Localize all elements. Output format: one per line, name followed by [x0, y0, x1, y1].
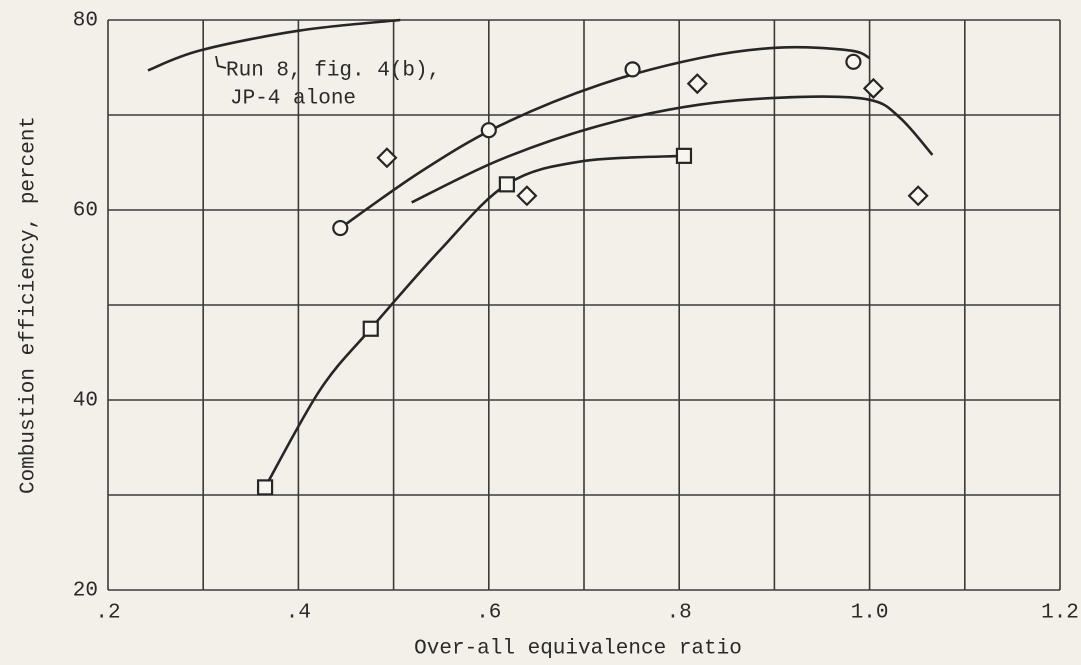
- circle-point: [624, 61, 641, 78]
- annotation: JP-4 alone: [230, 88, 356, 111]
- annotation: Run 8, fig. 4(b),: [226, 60, 440, 83]
- y-axis-label: Combustion efficiency, percent: [18, 116, 41, 494]
- x-tick-label: .2: [95, 602, 120, 625]
- x-tick-label: .6: [476, 602, 501, 625]
- square-point: [256, 479, 274, 496]
- y-tick-label: 40: [73, 390, 98, 413]
- x-tick-label: 1.0: [851, 602, 889, 625]
- square-point: [362, 320, 379, 337]
- y-tick-label: 80: [73, 10, 98, 33]
- diamond-point: [376, 147, 398, 169]
- annotation-leader: [215, 55, 227, 69]
- x-tick-label: .4: [286, 602, 311, 625]
- x-axis-label: Over-all equivalence ratio: [414, 638, 742, 661]
- diamond-point: [862, 77, 884, 99]
- x-tick-label: 1.2: [1041, 602, 1079, 625]
- fitted-curve: [263, 154, 685, 489]
- diamond-point: [516, 185, 538, 207]
- fitted-curve: [411, 95, 934, 204]
- circle-point: [332, 219, 349, 237]
- diamond-point: [907, 185, 929, 207]
- square-point: [498, 176, 515, 193]
- square-point: [675, 147, 693, 164]
- diamond-point: [686, 73, 708, 95]
- y-tick-label: 20: [73, 580, 98, 603]
- circle-point: [845, 53, 862, 70]
- x-tick-label: .8: [667, 602, 692, 625]
- fitted-curve: [147, 18, 401, 72]
- circle-point: [480, 122, 497, 139]
- y-tick-label: 60: [73, 200, 98, 223]
